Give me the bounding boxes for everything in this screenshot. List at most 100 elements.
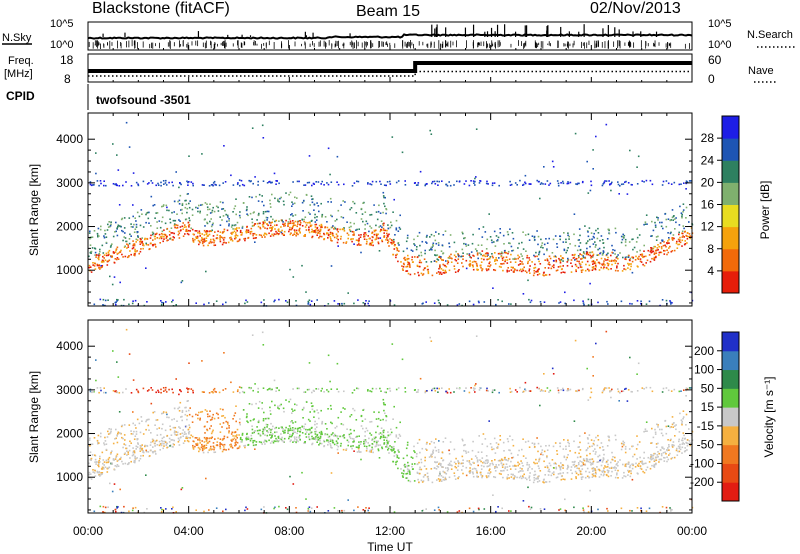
velocity-cell <box>413 389 416 391</box>
velocity-cell <box>571 461 574 463</box>
velocity-cell <box>370 449 372 452</box>
power-cell <box>624 244 627 247</box>
power-cell <box>339 228 341 231</box>
power-cell <box>95 256 97 258</box>
velocity-cell <box>327 444 329 446</box>
power-cell <box>308 231 311 234</box>
power-cell <box>590 257 592 259</box>
power-cell <box>678 240 681 243</box>
velocity-cell <box>331 447 333 449</box>
velocity-cell <box>288 437 290 440</box>
velocity-cell <box>255 441 258 443</box>
power-cell <box>223 228 226 231</box>
velocity-cell <box>491 391 494 394</box>
velocity-cell <box>213 387 216 390</box>
date-label: 02/Nov/2013 <box>590 0 681 17</box>
velocity-cell <box>399 421 401 424</box>
power-cell <box>90 252 92 254</box>
power-cell <box>269 199 271 202</box>
power-cell <box>334 220 337 222</box>
power-cell <box>472 303 475 306</box>
velocity-cell <box>388 440 390 443</box>
velocity-cell <box>628 470 631 472</box>
velocity-cell <box>294 427 297 430</box>
power-cell <box>434 254 436 256</box>
velocity-cell <box>435 468 438 470</box>
power-cell <box>604 258 606 260</box>
velocity-cell <box>181 415 183 418</box>
power-cell <box>197 210 199 213</box>
power-cell <box>118 185 121 187</box>
power-cell <box>400 261 402 263</box>
power-cell <box>389 226 392 229</box>
velocity-cell <box>337 416 340 419</box>
velocity-cell <box>648 461 651 463</box>
velocity-cell <box>451 464 453 467</box>
power-cell <box>185 230 187 232</box>
power-cell <box>389 183 392 185</box>
power-cell <box>191 208 194 211</box>
power-cell <box>263 232 266 235</box>
velocity-cell <box>141 447 144 450</box>
power-cell <box>356 244 359 246</box>
velocity-cell <box>199 442 201 444</box>
velocity-cell <box>410 456 413 458</box>
velocity-cell <box>436 465 439 467</box>
velocity-cell <box>375 440 378 442</box>
velocity-cell <box>559 472 561 475</box>
velocity-cell <box>446 392 449 394</box>
power-cell <box>150 242 152 245</box>
power-cell <box>238 239 241 241</box>
power-cell <box>512 237 515 240</box>
power-cell <box>229 237 231 239</box>
power-cell <box>224 181 227 183</box>
power-cell <box>148 222 150 224</box>
power-cell <box>563 249 566 252</box>
velocity-cell <box>555 466 557 469</box>
velocity-cell <box>517 461 519 464</box>
power-cell <box>506 231 509 233</box>
velocity-cell <box>495 466 497 468</box>
power-cell <box>203 241 205 243</box>
power-cell <box>501 263 503 265</box>
velocity-cell <box>414 451 416 454</box>
velocity-cell <box>540 445 542 448</box>
power-cell <box>536 269 539 272</box>
power-cell <box>164 182 167 184</box>
power-cell <box>370 227 373 229</box>
velocity-cell <box>415 455 418 458</box>
power-cell <box>308 299 311 301</box>
velocity-cell <box>437 449 440 451</box>
velocity-cell <box>671 509 673 511</box>
velocity-cell <box>671 423 674 426</box>
velocity-cell <box>224 416 226 419</box>
velocity-cell <box>568 442 570 445</box>
velocity-cell <box>271 388 273 391</box>
power-cell <box>402 269 404 271</box>
velocity-cell <box>685 389 688 392</box>
power-cell <box>283 230 286 233</box>
power-cell <box>474 180 476 183</box>
velocity-cell <box>447 467 449 469</box>
power-cell <box>115 221 117 224</box>
velocity-cell <box>551 472 554 475</box>
velocity-cell <box>261 443 263 445</box>
power-cell <box>305 229 308 231</box>
power-cell <box>293 229 296 231</box>
power-cell <box>111 256 113 258</box>
velocity-cell <box>94 454 96 456</box>
velocity-cell <box>580 461 583 463</box>
velocity-cell <box>390 431 393 434</box>
velocity-cell <box>219 442 221 444</box>
power-cell <box>557 266 560 268</box>
power-cell <box>595 135 597 138</box>
power-cell <box>624 241 627 243</box>
velocity-cell <box>254 448 256 450</box>
power-cell <box>236 221 239 224</box>
velocity-cell <box>554 462 557 464</box>
power-cell <box>114 231 116 233</box>
velocity-cell <box>486 462 488 464</box>
power-cell <box>378 204 380 207</box>
power-cell <box>563 232 565 234</box>
velocity-cell <box>159 443 162 445</box>
